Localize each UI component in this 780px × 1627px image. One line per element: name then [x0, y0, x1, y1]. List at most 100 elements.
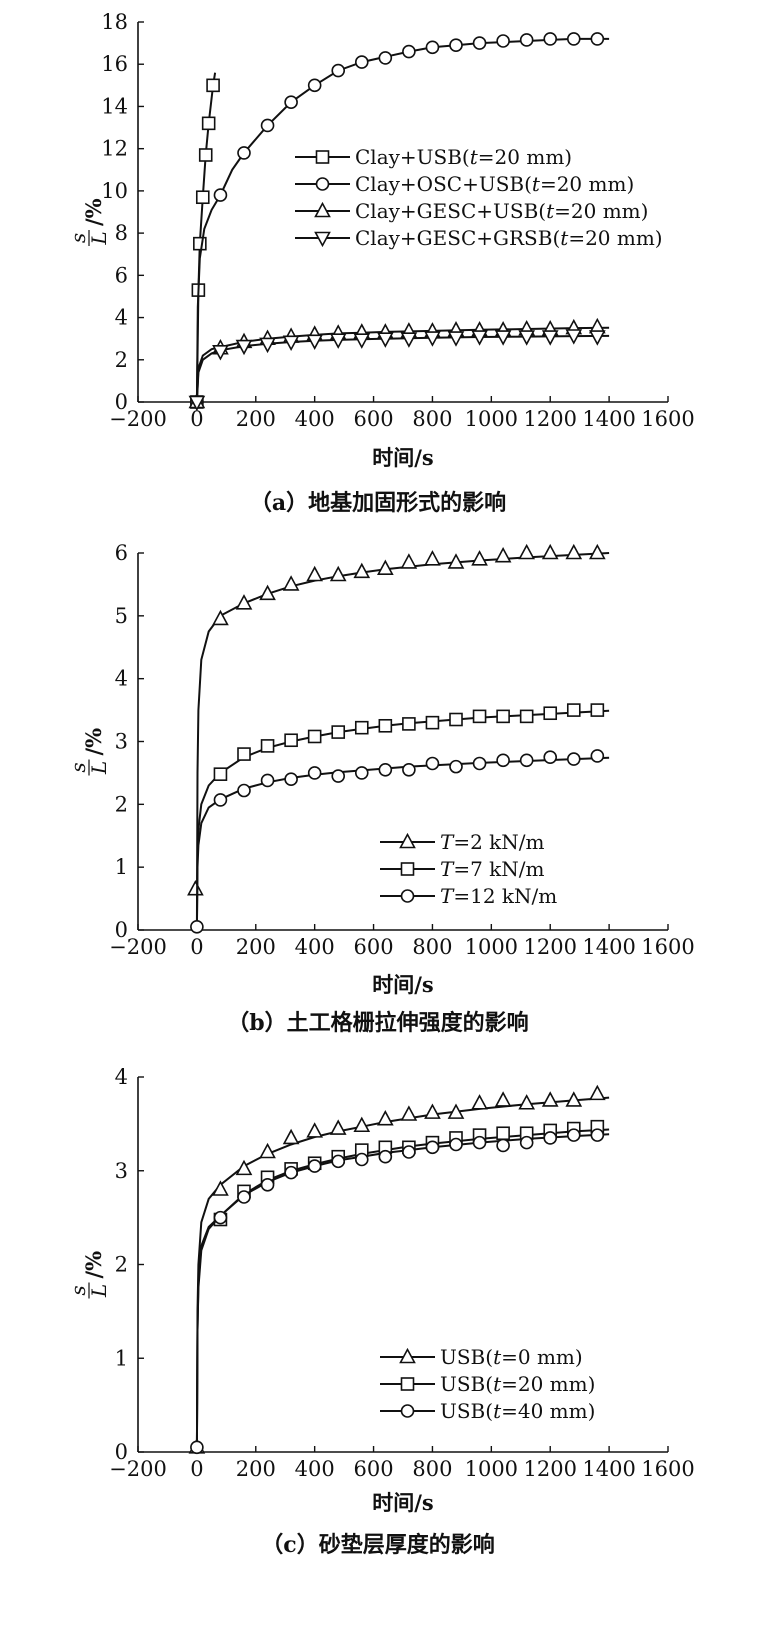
data-point — [376, 332, 394, 348]
y-tick-label: 12 — [101, 137, 128, 161]
data-point — [206, 78, 220, 93]
y-tick-label: 0 — [115, 390, 128, 414]
legend-label: T=12 kN/m — [440, 884, 557, 908]
data-point — [354, 720, 369, 735]
data-point — [195, 190, 210, 205]
series-triangle-down — [188, 329, 610, 412]
data-point — [331, 725, 346, 739]
data-point — [447, 553, 465, 569]
data-point — [472, 36, 487, 50]
figure-caption: （a）地基加固形式的影响 — [250, 490, 506, 516]
data-point — [447, 331, 465, 347]
x-tick-label: 0 — [190, 935, 203, 959]
series-circle — [190, 1128, 610, 1455]
data-point — [378, 1149, 393, 1164]
data-point — [235, 594, 253, 610]
data-point — [213, 188, 228, 202]
series-line — [195, 334, 610, 403]
data-point — [588, 1084, 606, 1101]
legend-label: USB(t=40 mm) — [440, 1399, 595, 1423]
legend-marker — [315, 177, 330, 191]
data-point — [590, 1128, 605, 1142]
data-point — [307, 766, 322, 780]
data-point — [566, 703, 581, 717]
y-axis-label-unit: /% — [81, 728, 106, 756]
data-point — [588, 543, 606, 560]
data-point — [259, 1142, 276, 1159]
data-point — [543, 32, 558, 46]
data-point — [402, 1145, 416, 1159]
data-point — [494, 1091, 512, 1107]
data-point — [588, 330, 606, 346]
data-point — [259, 337, 276, 354]
data-point — [282, 575, 300, 591]
data-point — [331, 1154, 346, 1169]
legend-label: Clay+OSC+USB(t=20 mm) — [355, 172, 634, 196]
y-tick-label: 0 — [115, 918, 128, 942]
data-point — [353, 562, 371, 579]
data-point — [307, 78, 322, 93]
data-point — [353, 1116, 371, 1133]
legend-marker — [314, 201, 331, 218]
series-square — [195, 703, 610, 931]
x-tick-label: −200 — [109, 407, 167, 431]
data-point — [187, 879, 204, 896]
data-point — [329, 333, 347, 349]
data-point — [471, 330, 488, 346]
data-point — [212, 609, 229, 626]
data-point — [496, 709, 510, 724]
data-point — [447, 1103, 465, 1119]
data-point — [354, 1152, 369, 1167]
data-point — [213, 793, 228, 807]
legend-marker — [314, 231, 331, 248]
x-tick-label: 200 — [236, 407, 276, 431]
data-point — [376, 559, 394, 576]
data-point — [425, 40, 440, 55]
legend-label: USB(t=20 mm) — [440, 1372, 595, 1396]
data-point — [237, 146, 251, 160]
data-point — [212, 1180, 229, 1196]
x-axis-label: 时间/s — [372, 445, 434, 470]
legend-label: T=2 kN/m — [440, 830, 545, 854]
data-point — [471, 550, 488, 566]
x-tick-label: 1600 — [641, 935, 694, 959]
data-point — [260, 118, 275, 133]
data-point — [424, 331, 441, 347]
data-point — [259, 584, 276, 601]
y-tick-label: 16 — [101, 52, 128, 76]
legend-marker — [399, 832, 416, 849]
y-axis-label-s: s — [66, 1285, 90, 1295]
data-point — [565, 329, 583, 345]
y-axis-label: sL /% — [66, 1251, 111, 1299]
x-axis-label: 时间/s — [372, 1490, 434, 1515]
data-point — [566, 1128, 581, 1142]
data-point — [424, 1103, 441, 1119]
data-point — [590, 32, 605, 46]
data-point — [496, 753, 510, 768]
x-tick-label: 400 — [295, 407, 335, 431]
data-point — [402, 717, 416, 731]
data-point — [237, 1190, 251, 1204]
data-point — [378, 51, 393, 65]
y-tick-label: 18 — [101, 10, 128, 34]
x-tick-label: 1200 — [523, 935, 576, 959]
y-tick-label: 6 — [115, 541, 128, 565]
data-point — [376, 1110, 394, 1126]
legend-label: Clay+GESC+GRSB(t=20 mm) — [355, 226, 663, 250]
data-point — [425, 715, 440, 730]
data-point — [519, 1135, 534, 1150]
data-point — [235, 339, 253, 356]
data-point — [496, 1138, 510, 1153]
x-tick-label: 0 — [190, 1457, 203, 1481]
y-tick-label: 4 — [115, 667, 128, 691]
chart-panel-c: −200 0 200 400 600 800 1000 1200 1400 160001234sL… — [66, 1065, 695, 1558]
legend-marker — [400, 1404, 415, 1418]
data-point — [402, 44, 416, 59]
data-point — [237, 747, 251, 761]
y-axis-label-L: L — [87, 1284, 111, 1298]
data-point — [518, 330, 536, 346]
legend-marker — [315, 150, 330, 164]
x-tick-label: 800 — [412, 407, 452, 431]
data-point — [518, 543, 536, 560]
data-point — [402, 762, 416, 777]
